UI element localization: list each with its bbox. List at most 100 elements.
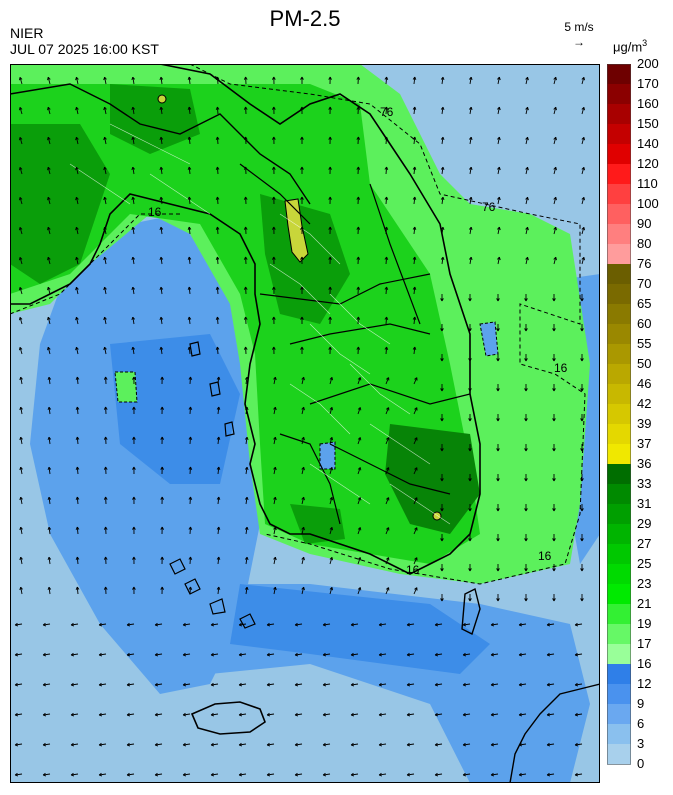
wind-arrow-head	[42, 652, 46, 656]
wind-arrow-head	[378, 622, 382, 626]
wind-arrow	[99, 713, 107, 716]
wind-arrow-head	[496, 508, 499, 512]
wind-arrow	[160, 167, 163, 175]
wind-arrow-head	[350, 682, 354, 686]
wind-arrow	[19, 227, 23, 235]
wind-arrow	[469, 167, 472, 175]
wind-arrow-head	[524, 448, 527, 452]
colorbar-tick-label: 120	[637, 156, 659, 171]
colorbar-cell	[607, 124, 631, 145]
wind-arrow-head	[104, 346, 107, 350]
wind-arrow-head	[274, 556, 277, 561]
wind-arrow-head	[580, 388, 583, 392]
wind-arrow	[581, 227, 585, 235]
wind-arrow-head	[527, 137, 529, 141]
wind-arrow	[519, 713, 527, 716]
wind-arrow-head	[217, 346, 220, 350]
wind-arrow-head	[132, 256, 136, 260]
wind-arrow-head	[76, 526, 80, 530]
wind-arrow	[132, 227, 135, 235]
wind-arrow	[76, 556, 79, 565]
wind-arrow-head	[76, 466, 80, 470]
wind-arrow-head	[414, 286, 417, 290]
wind-arrow-head	[386, 256, 389, 260]
wind-arrow-head	[303, 377, 305, 381]
wind-arrow-head	[527, 257, 529, 261]
wind-arrow-head	[331, 467, 334, 471]
wind-arrow-head	[406, 652, 410, 656]
wind-arrow	[413, 346, 416, 355]
wind-arrow-head	[266, 712, 270, 716]
wind-arrow-head	[331, 527, 334, 531]
wind-arrow	[547, 623, 555, 626]
wind-arrow-head	[440, 508, 443, 512]
wind-arrow-head	[217, 76, 220, 80]
wind-arrow-head	[188, 286, 192, 290]
wind-arrow-head	[440, 598, 443, 602]
wind-arrow-head	[47, 166, 51, 170]
wind-arrow	[575, 623, 583, 626]
wind-arrow	[435, 683, 443, 686]
wind-arrow-head	[20, 556, 23, 560]
wind-arrow	[20, 497, 23, 505]
wind-arrow-head	[190, 466, 193, 470]
wind-arrow-head	[105, 586, 108, 590]
wind-arrow	[295, 653, 303, 656]
colorbar-tick-label: 100	[637, 196, 659, 211]
wind-arrow	[188, 316, 191, 325]
colorbar-frame	[607, 64, 631, 765]
coastline-north-inner	[10, 83, 311, 205]
wind-arrow-head	[496, 298, 499, 302]
wind-arrow-head	[350, 652, 354, 656]
wind-arrow	[216, 346, 219, 355]
wind-arrow	[188, 256, 191, 265]
wind-arrow-head	[246, 526, 249, 531]
wind-arrow-head	[48, 586, 52, 590]
wind-arrow	[379, 653, 387, 656]
wind-arrow	[581, 77, 585, 85]
wind-arrow	[463, 743, 471, 746]
wind-arrow-head	[190, 436, 193, 440]
wind-arrow-head	[331, 377, 334, 381]
wind-arrow	[301, 557, 305, 565]
wind-arrow-head	[218, 376, 221, 380]
wind-arrow	[525, 227, 529, 235]
wind-arrow	[553, 227, 557, 235]
wind-arrow	[463, 713, 471, 716]
colorbar-cell	[607, 524, 631, 545]
wind-arrow-head	[378, 742, 382, 746]
wind-arrow-head	[527, 107, 529, 111]
colorbar-cell	[607, 84, 631, 105]
wind-arrow	[19, 317, 23, 325]
wind-arrow	[99, 683, 107, 686]
wind-arrow	[245, 407, 248, 415]
wind-arrow-head	[546, 742, 550, 746]
wind-arrow-head	[161, 466, 164, 470]
colorbar-tick-label: 160	[637, 96, 659, 111]
organization-label: NIER	[10, 25, 44, 41]
islands-west	[189, 341, 235, 437]
wind-arrow	[211, 773, 219, 776]
wind-arrow-head	[496, 358, 499, 362]
wind-arrow-head	[414, 256, 417, 260]
wind-arrow	[497, 227, 500, 235]
wind-arrow-head	[303, 497, 305, 501]
wind-arrow-head	[210, 712, 214, 716]
wind-arrow-head	[440, 298, 443, 302]
wind-arrow-head	[462, 772, 466, 776]
wind-arrow	[71, 773, 79, 776]
wind-arrow-head	[329, 256, 332, 260]
wind-arrow	[441, 137, 444, 145]
wind-arrow-head	[160, 346, 164, 350]
wind-arrow	[413, 407, 418, 415]
datetime-label: JUL 07 2025 16:00 KST	[10, 41, 159, 57]
wind-arrow-head	[98, 622, 102, 626]
wind-arrow	[188, 136, 191, 145]
colorbar-tick-label: 6	[637, 716, 645, 731]
wind-arrow	[519, 623, 527, 626]
wind-arrow-head	[188, 106, 192, 110]
wind-arrow-head	[442, 226, 445, 231]
wind-arrow	[216, 286, 219, 295]
colorbar-tick-label: 33	[637, 476, 652, 491]
wind-arrow	[75, 257, 79, 265]
